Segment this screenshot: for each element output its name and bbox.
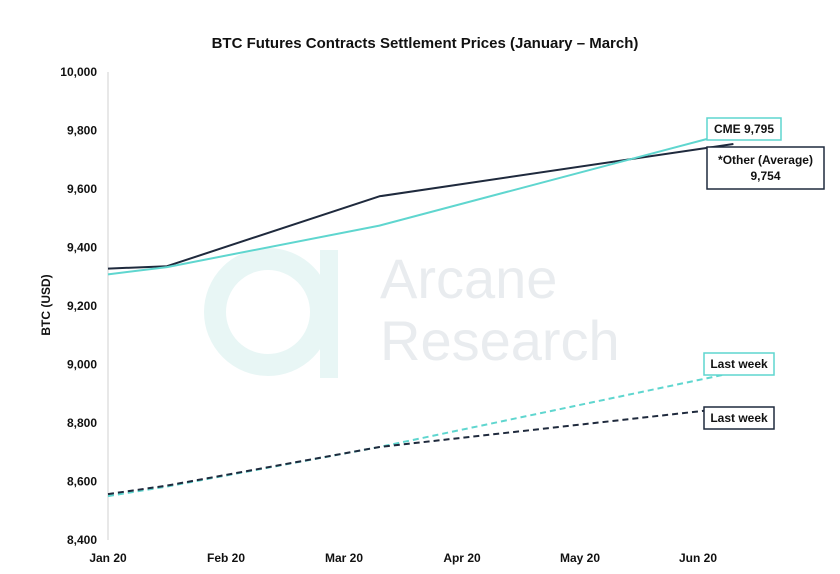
annotation-other: *Other (Average) 9,754 <box>706 146 825 190</box>
y-tick-label: 9,200 <box>67 299 97 313</box>
annotation-text: Last week <box>710 411 768 425</box>
annotation-text: CME 9,795 <box>714 122 774 136</box>
series-layer <box>107 131 734 498</box>
annotation-text: *Other (Average) <box>718 153 813 167</box>
y-tick-label: 8,800 <box>67 416 97 430</box>
y-tick-label: 10,000 <box>60 65 97 79</box>
annotation-layer: CME 9,795 *Other (Average) 9,754 Last week L… <box>703 117 825 430</box>
x-tick-label: May 20 <box>560 551 600 565</box>
y-tick-label: 9,400 <box>67 241 97 255</box>
y-axis: 8,400 8,600 8,800 9,000 9,200 9,400 9,600 9,800… <box>60 65 109 547</box>
x-tick-label: Jun 20 <box>679 551 717 565</box>
watermark-line-2: Research <box>380 309 620 372</box>
y-tick-label: 9,800 <box>67 124 97 138</box>
annotation-text: 9,754 <box>750 169 780 183</box>
watermark: Arcane Research <box>204 247 620 378</box>
x-tick-label: Jan 20 <box>89 551 127 565</box>
series-line-other <box>107 143 734 270</box>
y-tick-label: 9,600 <box>67 182 97 196</box>
x-axis: Jan 20 Feb 20 Mar 20 Apr 20 May 20 Jun 20 <box>89 551 717 565</box>
watermark-logo <box>204 248 338 378</box>
annotation-cme-last-week: Last week <box>703 352 775 376</box>
y-tick-label: 8,600 <box>67 475 97 489</box>
y-tick-label: 9,000 <box>67 358 97 372</box>
series-line-cme-last-week <box>107 371 734 498</box>
y-tick-label: 8,400 <box>67 533 97 547</box>
series-line-other-last-week <box>107 406 734 496</box>
x-tick-label: Mar 20 <box>325 551 363 565</box>
x-tick-label: Apr 20 <box>443 551 481 565</box>
x-tick-label: Feb 20 <box>207 551 245 565</box>
annotation-box <box>706 146 825 190</box>
y-axis-label: BTC (USD) <box>39 274 53 335</box>
annotation-box <box>703 406 775 430</box>
watermark-line-1: Arcane <box>380 247 557 310</box>
annotation-text: Last week <box>710 357 768 371</box>
series-line-cme <box>107 131 734 276</box>
annotation-box <box>706 117 782 141</box>
annotation-cme: CME 9,795 <box>706 117 782 141</box>
annotation-box <box>703 352 775 376</box>
annotation-other-last-week: Last week <box>703 406 775 430</box>
chart-title: BTC Futures Contracts Settlement Prices … <box>212 35 639 52</box>
